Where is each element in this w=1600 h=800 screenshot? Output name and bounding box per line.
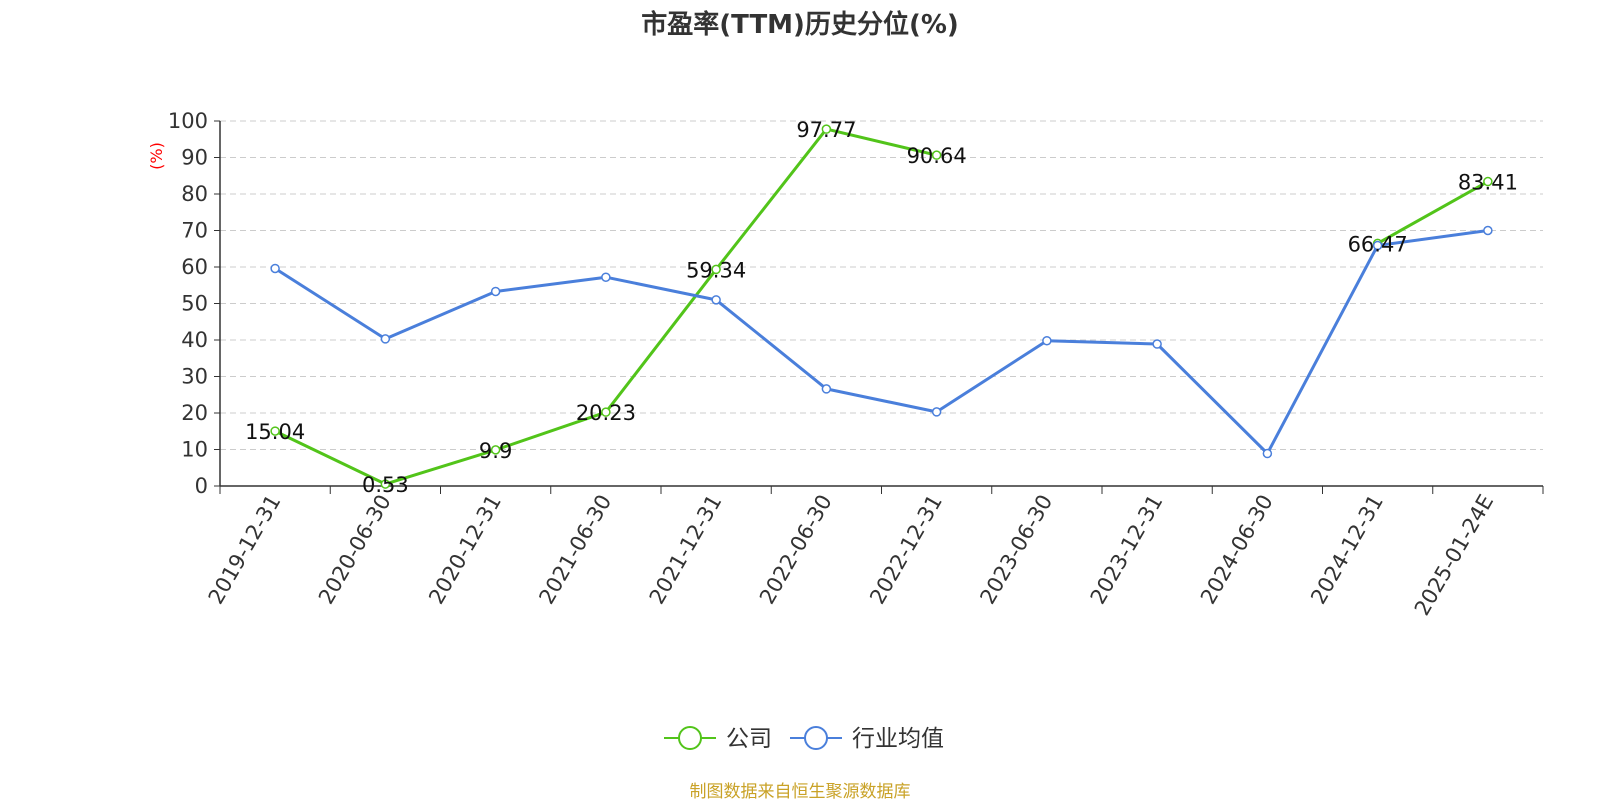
- y-tick-label: 30: [181, 365, 208, 389]
- data-labels: 15.04 0.53 9.9 20.23 59.34 97.77 90.64 66.47 83.…: [245, 118, 1518, 497]
- legend-label: 公司: [726, 726, 772, 752]
- data-point[interactable]: [601, 407, 611, 417]
- data-label: 97.77: [796, 118, 856, 142]
- x-tick-label: 2021-12-31: [645, 491, 727, 609]
- data-label: 15.04: [245, 420, 305, 444]
- y-tick-label: 60: [181, 255, 208, 279]
- y-tick-label: 90: [181, 146, 208, 170]
- data-label: 66.47: [1348, 232, 1408, 256]
- y-tick-label: 70: [181, 219, 208, 243]
- x-tick-label: 2021-06-30: [534, 491, 616, 609]
- data-point[interactable]: [270, 263, 280, 274]
- legend-item[interactable]: 公司: [664, 726, 772, 752]
- data-point[interactable]: [711, 295, 721, 305]
- y-tick-label: 40: [181, 328, 208, 352]
- x-tick-label: 2020-12-31: [424, 491, 506, 609]
- data-point[interactable]: [711, 264, 721, 275]
- y-tick-label: 80: [181, 182, 208, 206]
- legend-circle-marker: [804, 726, 828, 750]
- data-point[interactable]: [270, 426, 280, 436]
- data-point[interactable]: [821, 124, 832, 134]
- x-tick-label: 2019-12-31: [204, 491, 286, 609]
- data-label: 90.64: [907, 144, 967, 168]
- y-tick-label: 20: [181, 401, 208, 425]
- data-label: 9.9: [479, 439, 512, 463]
- series-line-1: [274, 229, 1489, 455]
- y-tick-label: 100: [168, 109, 208, 133]
- data-label: 20.23: [576, 401, 636, 425]
- y-tick-label: 50: [181, 292, 208, 316]
- data-label: 0.53: [362, 473, 409, 497]
- data-point[interactable]: [1262, 448, 1273, 459]
- legend-circle-marker: [678, 726, 702, 750]
- data-label: 59.34: [686, 258, 746, 282]
- data-point[interactable]: [931, 407, 942, 417]
- axes: 0 10 20 30 40 50 60 70 80 90 100 2019-12-31 2020-06-…: [168, 109, 1544, 620]
- series-layer: [270, 124, 1493, 489]
- data-point[interactable]: [1042, 335, 1052, 346]
- grid-lines: [220, 120, 1543, 450]
- legend[interactable]: 公司 行业均值: [664, 726, 944, 752]
- legend-label: 行业均值: [852, 726, 944, 752]
- y-tick-label: 10: [181, 438, 208, 462]
- x-tick-label: 2023-12-31: [1086, 491, 1168, 609]
- data-point[interactable]: [1483, 176, 1493, 187]
- x-tick-label: 2020-06-30: [314, 491, 396, 609]
- source-note: 制图数据来自恒生聚源数据库: [690, 782, 911, 800]
- data-point[interactable]: [1152, 339, 1162, 349]
- legend-item[interactable]: 行业均值: [790, 726, 944, 752]
- data-point[interactable]: [1372, 240, 1383, 251]
- x-tick-label: 2024-12-31: [1306, 491, 1388, 609]
- data-label: 83.41: [1458, 171, 1518, 195]
- data-point[interactable]: [601, 272, 611, 282]
- x-tick-label: 2022-12-31: [865, 491, 947, 609]
- x-tick-label: 2023-06-30: [975, 491, 1057, 609]
- x-tick-label: 2025-01-24E: [1410, 491, 1498, 620]
- chart-title: 市盈率(TTM)历史分位(%): [641, 9, 959, 40]
- data-point[interactable]: [380, 334, 391, 344]
- x-tick-label: 2022-06-30: [755, 491, 837, 609]
- data-point[interactable]: [1483, 225, 1493, 236]
- data-point[interactable]: [490, 286, 501, 297]
- data-point[interactable]: [380, 479, 391, 489]
- y-tick-label: 0: [195, 474, 208, 498]
- y-axis-name: (%): [147, 142, 166, 170]
- data-point[interactable]: [931, 150, 942, 160]
- data-point[interactable]: [821, 384, 832, 394]
- data-point[interactable]: [490, 445, 501, 455]
- x-tick-label: 2024-06-30: [1196, 491, 1278, 609]
